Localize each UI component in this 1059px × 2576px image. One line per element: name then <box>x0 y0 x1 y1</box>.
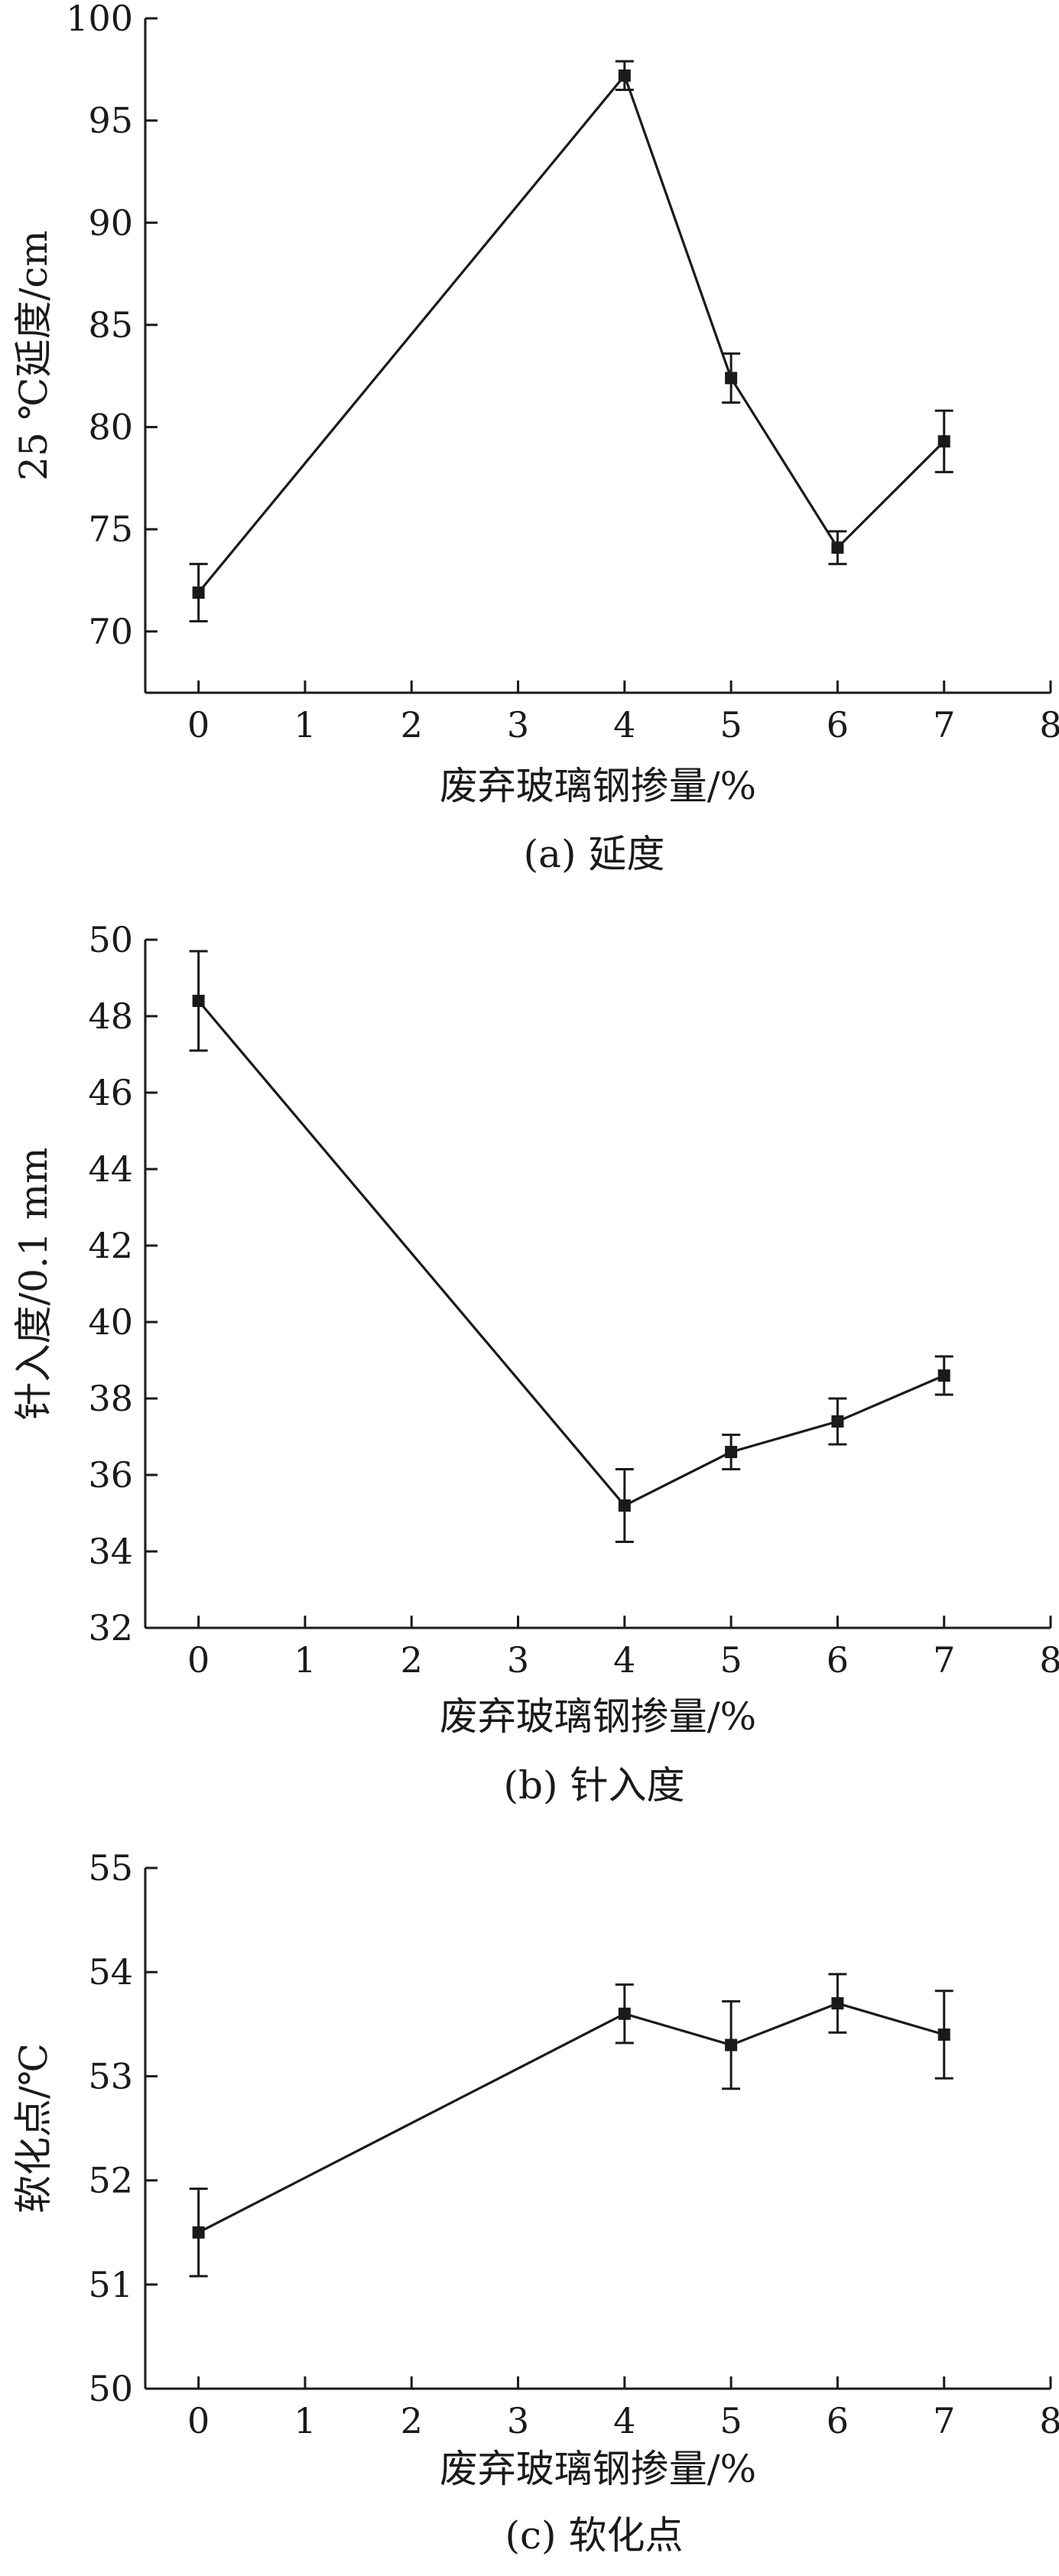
x-tick-label: 4 <box>613 1639 635 1681</box>
y-tick-label: 50 <box>88 919 133 960</box>
x-tick-label: 7 <box>933 1639 955 1681</box>
data-point <box>192 586 205 599</box>
y-tick-label: 40 <box>88 1301 133 1343</box>
y-tick-label: 95 <box>88 100 133 141</box>
y-tick-label: 90 <box>88 202 133 243</box>
x-tick-label: 8 <box>1039 704 1059 746</box>
y-tick-label: 34 <box>88 1531 133 1572</box>
y-tick-label: 52 <box>88 2160 133 2201</box>
chart-panel-2: 0 1 2 3 4 5 6 7 8 50 51 52 53 54 55 废弃玻璃钢掺量/% 软化点/℃ (c) 软… <box>11 1847 1059 2558</box>
y-tick-label: 80 <box>88 407 133 448</box>
x-tick-label: 5 <box>720 1639 742 1681</box>
y-tick-label: 38 <box>88 1378 133 1419</box>
x-tick-label: 1 <box>294 2400 316 2441</box>
x-tick-label: 0 <box>187 1639 210 1681</box>
y-axis-label: 25 ℃延度/cm <box>11 230 56 481</box>
x-tick-label: 7 <box>933 2400 955 2441</box>
x-tick-label: 2 <box>401 1639 423 1681</box>
data-point <box>937 1369 950 1382</box>
x-tick-label: 4 <box>613 704 635 746</box>
y-tick-label: 100 <box>66 0 133 39</box>
x-tick-label: 3 <box>507 2400 529 2441</box>
data-point <box>192 995 205 1007</box>
chart-panel-1: 0 1 2 3 4 5 6 7 832343638404244464850废弃玻璃钢掺量/%针入… <box>11 919 1059 1808</box>
data-point <box>618 2007 631 2020</box>
chart-title: (b) 针入度 <box>504 1763 685 1808</box>
x-tick-label: 3 <box>507 704 529 746</box>
x-tick-label: 5 <box>720 704 742 746</box>
x-tick-label: 0 <box>187 2400 210 2441</box>
data-point <box>831 1997 844 2010</box>
data-point <box>725 1446 738 1458</box>
y-tick-label: 53 <box>88 2055 133 2097</box>
x-tick-label: 2 <box>401 2400 423 2441</box>
y-tick-label: 50 <box>88 2368 133 2409</box>
y-tick-label: 55 <box>88 1847 133 1889</box>
y-tick-label: 54 <box>88 1951 133 1993</box>
chart-title: (c) 软化点 <box>505 2513 684 2558</box>
data-point <box>618 1499 631 1512</box>
y-tick-label: 32 <box>88 1607 133 1649</box>
data-point <box>937 2028 950 2041</box>
y-axis-label: 针入度/0.1 mm <box>11 1147 56 1420</box>
x-tick-label: 7 <box>933 704 955 746</box>
chart-title: (a) 延度 <box>524 832 665 876</box>
y-tick-label: 42 <box>88 1225 133 1266</box>
data-point <box>725 2038 738 2051</box>
y-tick-label: 46 <box>88 1072 133 1113</box>
y-tick-label: 48 <box>88 996 133 1037</box>
series-line <box>197 73 945 594</box>
x-axis-label: 废弃玻璃钢掺量/% <box>440 764 756 808</box>
series-line <box>197 2002 945 2234</box>
x-tick-label: 1 <box>294 704 316 746</box>
data-point <box>937 435 950 448</box>
x-axis-label: 废弃玻璃钢掺量/% <box>440 2447 756 2491</box>
y-tick-label: 75 <box>88 508 133 550</box>
data-point <box>725 372 738 385</box>
x-tick-label: 6 <box>827 704 849 746</box>
x-tick-label: 8 <box>1039 1639 1059 1681</box>
y-tick-label: 51 <box>88 2264 133 2305</box>
x-tick-label: 3 <box>507 1639 529 1681</box>
x-axis-label: 废弃玻璃钢掺量/% <box>440 1694 756 1739</box>
y-tick-label: 36 <box>88 1454 133 1496</box>
y-tick-label: 44 <box>88 1148 133 1190</box>
x-tick-label: 2 <box>401 704 423 746</box>
x-tick-label: 8 <box>1039 2400 1059 2441</box>
x-tick-label: 5 <box>720 2400 742 2441</box>
data-point <box>831 1415 844 1428</box>
series-line <box>197 999 945 1507</box>
data-point <box>831 541 844 554</box>
chart-panel-0: 0 1 2 3 4 5 6 7 8 70 75 80 85 90 95 100 废弃玻璃钢掺量/% 25 ℃延度/… <box>11 0 1059 876</box>
x-tick-label: 6 <box>827 1639 849 1681</box>
y-tick-label: 70 <box>88 611 133 652</box>
data-point <box>618 69 631 82</box>
y-tick-label: 85 <box>88 304 133 346</box>
x-tick-label: 0 <box>187 704 210 746</box>
x-tick-label: 4 <box>613 2400 635 2441</box>
x-tick-label: 6 <box>827 2400 849 2441</box>
data-point <box>192 2226 205 2239</box>
x-tick-label: 1 <box>294 1639 316 1681</box>
y-axis-label: 软化点/℃ <box>11 2043 56 2214</box>
